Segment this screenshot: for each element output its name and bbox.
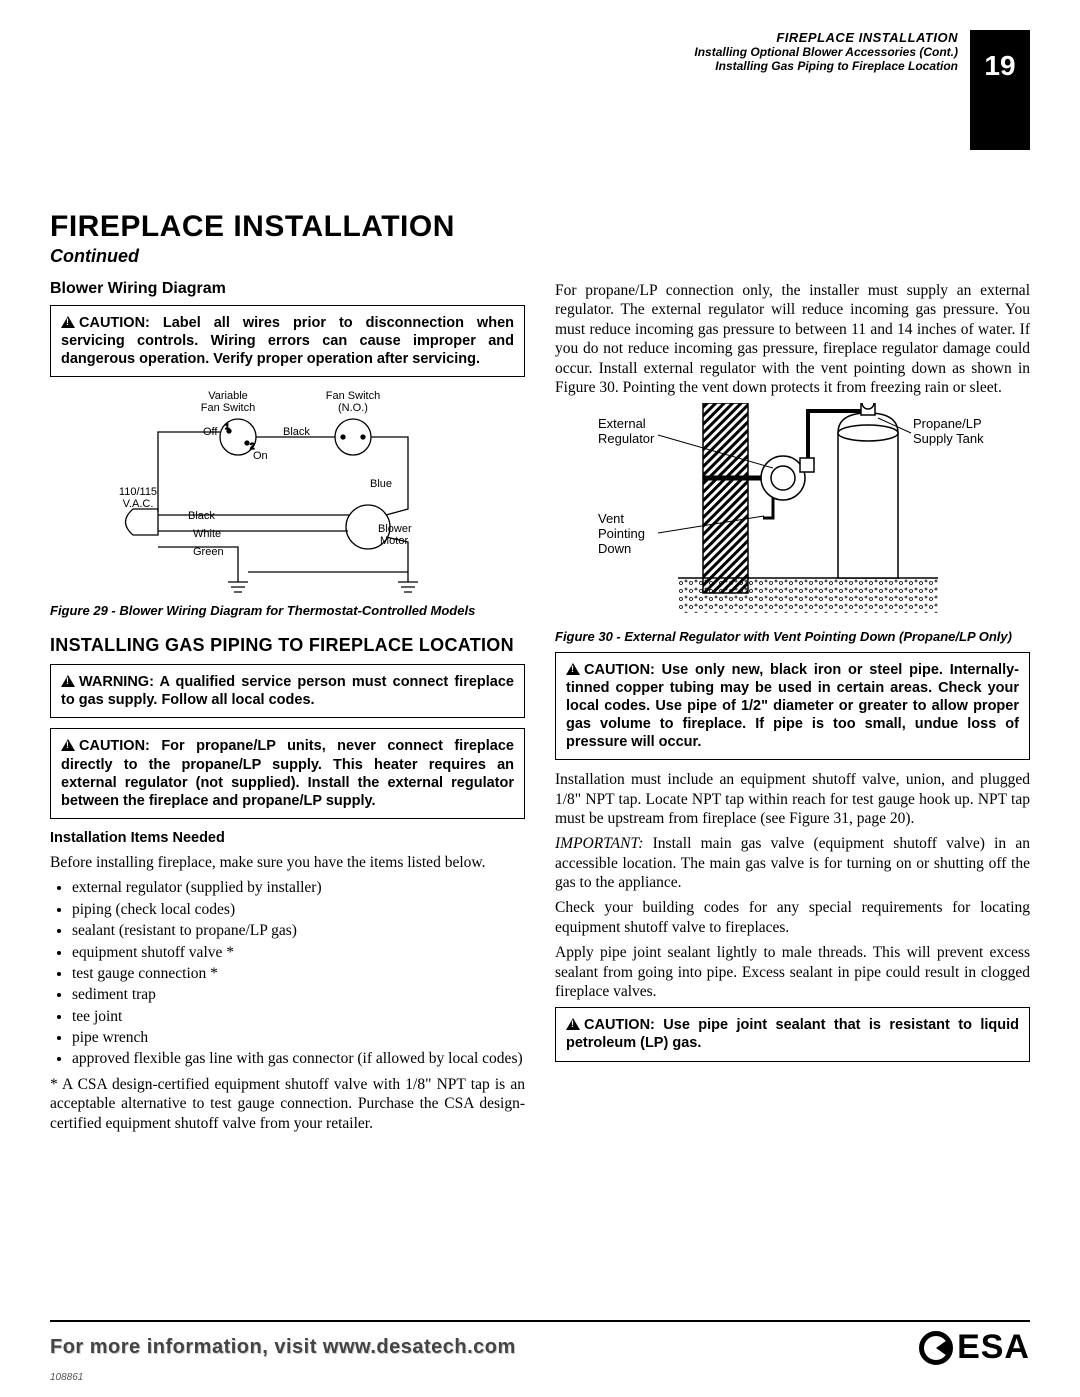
svg-text:V.A.C.: V.A.C. (122, 498, 153, 510)
list-item: external regulator (supplied by installe… (72, 878, 525, 897)
header-subtitle-1: Installing Optional Blower Accessories (… (694, 45, 958, 59)
heading-gas-piping: INSTALLING GAS PIPING TO FIREPLACE LOCAT… (50, 634, 525, 657)
items-footnote: * A CSA design-certified equipment shuto… (50, 1075, 525, 1133)
warning-box-service: WARNING: A qualified service person must… (50, 664, 525, 718)
caution-box-sealant: CAUTION: Use pipe joint sealant that is … (555, 1007, 1030, 1061)
important-paragraph: IMPORTANT: Install main gas valve (equip… (555, 834, 1030, 892)
figure-30-diagram: External Regulator Vent Pointing Down Pr… (578, 403, 1008, 623)
heading-blower-wiring: Blower Wiring Diagram (50, 279, 525, 299)
svg-text:Regulator: Regulator (598, 431, 655, 446)
svg-text:Fan Switch: Fan Switch (200, 402, 254, 414)
header-section-title: FIREPLACE INSTALLATION (694, 30, 958, 45)
logo-text: ESA (957, 1328, 1030, 1367)
svg-text:On: On (253, 450, 268, 462)
svg-text:Supply Tank: Supply Tank (913, 431, 984, 446)
figure-29-diagram: Variable Fan Switch Fan Switch (N.O.) Of… (98, 387, 478, 597)
propane-paragraph: For propane/LP connection only, the inst… (555, 281, 1030, 397)
svg-text:(N.O.): (N.O.) (338, 402, 368, 414)
list-item: equipment shutoff valve * (72, 943, 525, 962)
svg-text:Variable: Variable (208, 390, 248, 402)
warning-icon (61, 739, 75, 751)
list-item: approved flexible gas line with gas conn… (72, 1049, 525, 1068)
list-item: piping (check local codes) (72, 900, 525, 919)
svg-text:Black: Black (188, 510, 215, 522)
left-column: Blower Wiring Diagram CAUTION: Label all… (50, 275, 525, 1139)
page-footer: For more information, visit www.desatech… (50, 1320, 1030, 1367)
svg-text:Down: Down (598, 541, 631, 556)
items-intro: Before installing fireplace, make sure y… (50, 853, 525, 872)
footer-text: For more information, visit www.desatech… (50, 1336, 516, 1359)
svg-text:Blue: Blue (370, 478, 392, 490)
svg-text:Fan Switch: Fan Switch (325, 390, 379, 402)
continued-label: Continued (50, 246, 1030, 267)
header-subtitle-2: Installing Gas Piping to Fireplace Locat… (694, 59, 958, 73)
check-codes-paragraph: Check your building codes for any specia… (555, 898, 1030, 937)
brand-logo: ESA (919, 1328, 1030, 1367)
warning-icon (61, 675, 75, 687)
svg-text:External: External (598, 416, 646, 431)
header-text-block: FIREPLACE INSTALLATION Installing Option… (694, 30, 958, 150)
page-title: FIREPLACE INSTALLATION (50, 210, 1030, 244)
caution-text: CAUTION: Label all wires prior to discon… (61, 315, 514, 367)
document-id: 108861 (50, 1372, 83, 1383)
list-item: test gauge connection * (72, 964, 525, 983)
list-item: sediment trap (72, 985, 525, 1004)
svg-text:Propane/LP: Propane/LP (913, 416, 982, 431)
caution-text: CAUTION: Use only new, black iron or ste… (566, 662, 1019, 751)
warning-icon (566, 1018, 580, 1030)
caution-text: CAUTION: For propane/LP units, never con… (61, 738, 514, 808)
figure-30-caption: Figure 30 - External Regulator with Vent… (555, 629, 1030, 645)
caution-box-propane: CAUTION: For propane/LP units, never con… (50, 728, 525, 819)
svg-text:2: 2 (250, 442, 255, 451)
warning-icon (566, 663, 580, 675)
items-list: external regulator (supplied by installe… (72, 878, 525, 1068)
svg-text:1: 1 (225, 422, 230, 431)
logo-icon (919, 1331, 953, 1365)
apply-sealant-paragraph: Apply pipe joint sealant lightly to male… (555, 943, 1030, 1001)
page-content: FIREPLACE INSTALLATION Continued Blower … (50, 210, 1030, 1307)
list-item: sealant (resistant to propane/LP gas) (72, 921, 525, 940)
right-column: For propane/LP connection only, the inst… (555, 275, 1030, 1139)
caution-text: CAUTION: Use pipe joint sealant that is … (566, 1017, 1019, 1051)
svg-text:Green: Green (193, 546, 224, 558)
caution-box-pipe: CAUTION: Use only new, black iron or ste… (555, 652, 1030, 761)
warning-icon (61, 316, 75, 328)
svg-text:Blower: Blower (378, 523, 412, 535)
heading-items-needed: Installation Items Needed (50, 829, 525, 847)
install-paragraph: Installation must include an equipment s… (555, 770, 1030, 828)
list-item: tee joint (72, 1007, 525, 1026)
important-label: IMPORTANT: (555, 835, 643, 852)
page-header: FIREPLACE INSTALLATION Installing Option… (694, 30, 1030, 150)
svg-text:Vent: Vent (598, 511, 624, 526)
svg-text:110/115: 110/115 (118, 486, 156, 498)
svg-text:Black: Black (283, 426, 310, 438)
figure-29-caption: Figure 29 - Blower Wiring Diagram for Th… (50, 603, 525, 619)
caution-box-wiring: CAUTION: Label all wires prior to discon… (50, 305, 525, 377)
warning-text: WARNING: A qualified service person must… (61, 674, 514, 708)
svg-text:Pointing: Pointing (598, 526, 645, 541)
page-number: 19 (970, 30, 1030, 150)
list-item: pipe wrench (72, 1028, 525, 1047)
svg-text:White: White (193, 528, 221, 540)
